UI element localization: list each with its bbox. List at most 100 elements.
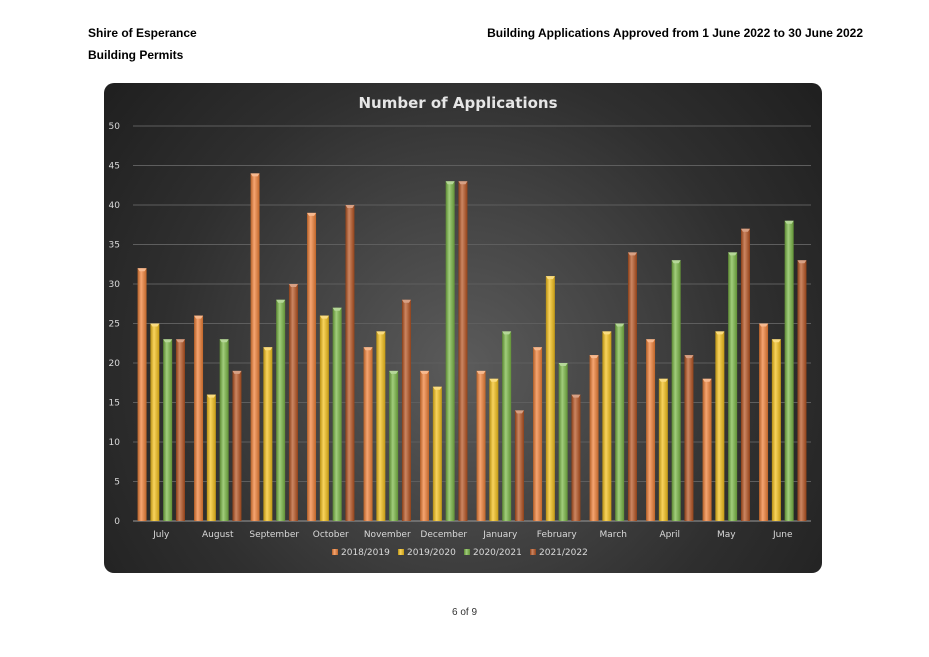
y-tick-label: 35 <box>109 241 120 251</box>
bar <box>332 307 342 521</box>
bar <box>627 252 637 521</box>
gridlines <box>133 125 811 522</box>
bar-cap <box>684 355 694 359</box>
bar-body <box>615 323 625 521</box>
bar-cap <box>571 394 581 398</box>
bar-cap <box>476 370 486 374</box>
bar-body <box>627 252 637 521</box>
bar-cap <box>288 284 298 287</box>
bar-cap <box>458 181 468 185</box>
y-tick-label: 0 <box>114 517 120 527</box>
bar-cap <box>345 205 355 208</box>
bar <box>445 181 455 522</box>
bar-body <box>671 260 681 521</box>
bar-cap <box>740 228 750 232</box>
legend-item: 2020/2021 <box>464 548 522 558</box>
bar <box>432 386 442 521</box>
bar <box>458 181 468 522</box>
bar-body <box>250 173 260 521</box>
y-tick-label: 50 <box>109 122 121 132</box>
bar <box>263 347 273 521</box>
bar-body <box>545 276 555 521</box>
bar-body <box>658 378 668 521</box>
bar-body <box>150 323 160 521</box>
y-tick-label: 20 <box>109 359 121 369</box>
bar <box>163 339 173 521</box>
bar-cap <box>319 315 329 319</box>
bar-cap <box>137 268 147 272</box>
bar <box>376 331 386 521</box>
x-axis-ticks: July August September October November Decemb… <box>152 530 793 540</box>
bar-cap <box>489 378 499 382</box>
legend-item: 2021/2022 <box>530 548 588 558</box>
bar-body <box>345 205 355 521</box>
bar-cap <box>307 212 317 216</box>
bar-body <box>232 370 242 521</box>
legend: 2018/2019 2019/2020 2020/2021 2021/2022 <box>332 548 588 558</box>
bar-body <box>715 331 725 521</box>
bar-cap <box>514 410 524 414</box>
bar-chart: Number of Applications 0 5 10 15 20 25 30 35 40 4… <box>109 94 811 558</box>
bar-body <box>137 268 147 521</box>
bar-cap <box>784 220 794 224</box>
legend-swatch <box>332 549 338 555</box>
bar <box>219 339 229 521</box>
y-tick-label: 25 <box>109 320 120 330</box>
bar <box>728 252 738 521</box>
bar-body <box>445 181 455 522</box>
bar-cap <box>206 394 216 398</box>
bar <box>740 228 750 521</box>
bar-body <box>288 284 298 521</box>
x-tick-label: January <box>482 530 518 540</box>
bar <box>194 315 204 521</box>
legend-swatch <box>398 549 404 555</box>
bar-body <box>797 260 807 521</box>
bar <box>784 220 794 522</box>
bar-body <box>401 299 411 521</box>
bar <box>545 276 555 521</box>
bar-body <box>502 331 512 521</box>
x-tick-label: December <box>420 530 467 540</box>
legend-item: 2019/2020 <box>398 548 456 558</box>
y-tick-label: 30 <box>109 280 121 290</box>
bar <box>489 378 499 521</box>
bar-body <box>332 307 342 521</box>
bar-body <box>489 378 499 521</box>
legend-item: 2018/2019 <box>332 548 390 558</box>
x-tick-label: April <box>659 530 680 540</box>
bar-cap <box>401 299 411 303</box>
bar-cap <box>219 339 229 343</box>
bar-cap <box>715 331 725 335</box>
bar-cap <box>420 370 430 374</box>
bar-body <box>389 370 399 521</box>
bar <box>232 370 242 521</box>
bar-body <box>702 378 712 521</box>
y-tick-label: 40 <box>109 201 121 211</box>
bar-body <box>363 347 373 521</box>
bar <box>307 212 317 521</box>
bar-cap <box>332 307 342 311</box>
bar <box>558 363 568 521</box>
bar-body <box>558 363 568 521</box>
bar <box>571 394 581 521</box>
page-number: 6 of 9 <box>451 607 478 618</box>
bar-body <box>684 355 694 521</box>
legend-swatch <box>530 549 536 555</box>
bar-body <box>728 252 738 521</box>
x-tick-label: February <box>537 530 578 540</box>
bar-cap <box>545 276 555 280</box>
bar-cap <box>602 331 612 335</box>
bar-cap <box>615 323 625 327</box>
bar-cap <box>589 355 599 359</box>
bar-body <box>458 181 468 522</box>
bar <box>250 173 260 521</box>
legend-label: 2019/2020 <box>407 548 456 558</box>
bar-cap <box>558 363 568 366</box>
bar-cap <box>432 386 442 390</box>
bar <box>319 315 329 521</box>
bar-cap <box>163 339 173 343</box>
bar-body <box>646 339 656 521</box>
x-tick-label: November <box>364 530 411 540</box>
bar-body <box>476 370 486 521</box>
bar-body <box>263 347 273 521</box>
